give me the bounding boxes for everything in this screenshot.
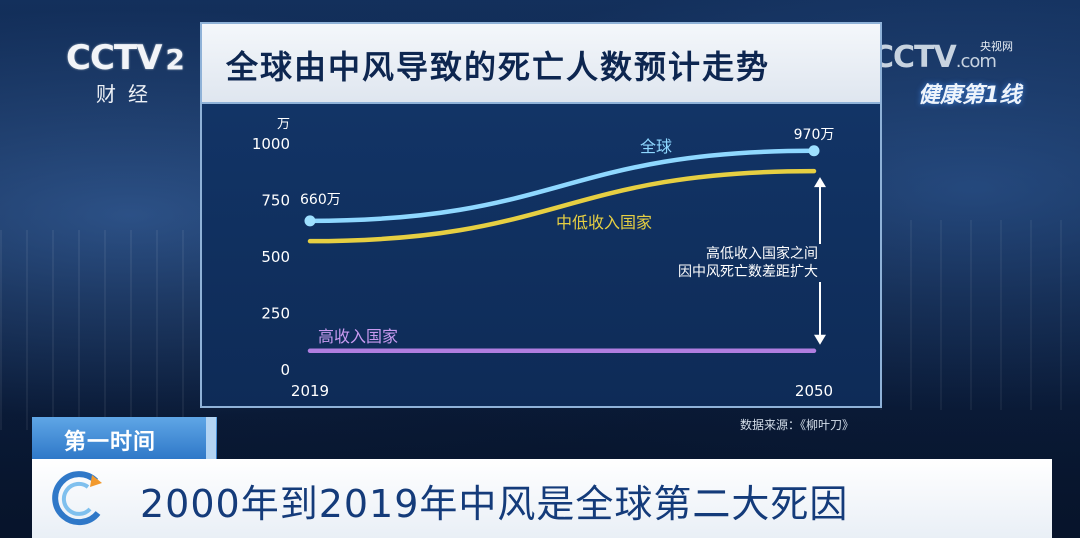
- y-tick-label-3: 750: [261, 192, 290, 210]
- chart-title-bar: 全球由中风导致的死亡人数预计走势: [200, 22, 882, 104]
- y-tick-label-0: 0: [280, 361, 290, 379]
- channel-swirl-icon: [52, 471, 102, 526]
- segment-tag: 第一时间: [32, 417, 217, 459]
- line-chart: 0 250 500 750 1000 万 2019 2050 660万 970万全球中低收入国家高…: [252, 117, 835, 400]
- data-source: 数据来源：《柳叶刀》: [740, 418, 855, 432]
- y-tick-label-2: 500: [261, 248, 290, 266]
- series-label-0: 全球: [640, 137, 672, 156]
- series-point-start: [304, 215, 316, 227]
- series-line-0: [307, 148, 817, 224]
- chart-board: 0 250 500 750 1000 万 2019 2050 660万 970万全球中低收入国家高…: [200, 104, 882, 408]
- data-label-start: 660万: [300, 192, 341, 208]
- caption-text: 2000年到2019年中风是全球第二大死因: [140, 482, 849, 526]
- channel-name: 财经: [96, 82, 160, 106]
- gap-arrow-head-down: [814, 334, 826, 345]
- series-label-1: 中低收入国家: [556, 213, 652, 232]
- y-tick-label-1: 250: [261, 305, 290, 323]
- y-axis-unit: 万: [277, 117, 290, 132]
- annotation-line-0: 高低收入国家之间: [706, 245, 818, 262]
- program-logo: 健康第1线: [918, 83, 1022, 108]
- segment-tag-accent: [206, 417, 216, 459]
- cctv-com-logo: 央视网 CCTV.com 健康第1线: [872, 40, 1042, 109]
- cctv2-logo: CCTV 2 财经: [66, 40, 196, 107]
- series-point-end: [808, 145, 820, 157]
- series-line-1: [307, 168, 817, 244]
- caption-strip: 2000年到2019年中风是全球第二大死因: [32, 459, 1052, 538]
- y-tick-label-4: 1000: [252, 135, 290, 153]
- annotation-line-1: 因中风死亡数差距扩大: [678, 264, 818, 280]
- x-tick-label-0: 2019: [291, 382, 329, 400]
- data-label-end: 970万: [794, 127, 835, 143]
- chart-title: 全球由中风导致的死亡人数预计走势: [226, 48, 771, 86]
- gap-arrow-head-up: [814, 177, 826, 188]
- series-label-2: 高收入国家: [318, 327, 398, 346]
- x-tick-label-1: 2050: [795, 382, 833, 400]
